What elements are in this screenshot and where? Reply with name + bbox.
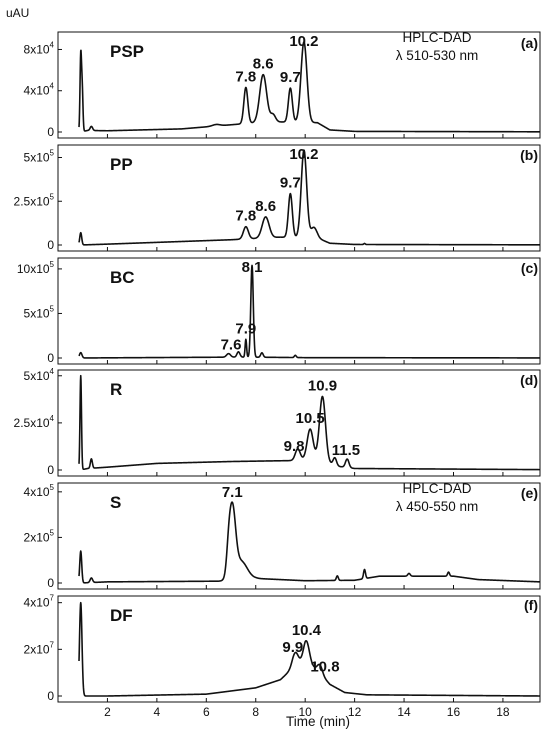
y-tick-label: 5x105 — [24, 304, 55, 320]
y-tick-label: 2.5x105 — [14, 192, 55, 208]
method-label: HPLC-DAD — [402, 481, 471, 496]
y-tick-label: 0 — [47, 463, 54, 477]
sample-label: PSP — [110, 42, 144, 61]
wavelength-label: λ 450-550 nm — [396, 499, 479, 514]
x-tick-label: 10 — [298, 705, 312, 719]
y-tick-label: 0 — [47, 238, 54, 252]
sample-label: BC — [110, 268, 135, 287]
panel-b: 0 2.5x105 5x105 7.88.69.7 10.2 PP (b) — [14, 144, 541, 252]
panel-letter: (f) — [524, 597, 538, 613]
panel-letter: (a) — [521, 35, 538, 51]
y-tick-label: 2.5x104 — [14, 414, 55, 430]
peak-label: 9.7 — [280, 69, 301, 86]
sample-label: DF — [110, 606, 133, 625]
x-tick-label: 12 — [348, 705, 362, 719]
panel-a: 0 4x104 8x104 7.88.6 9.7 10.2 PSP (a) HPLC-DAD λ … — [24, 30, 541, 139]
peak-label: 10.2 — [289, 146, 318, 163]
wavelength-label: λ 510-530 nm — [396, 48, 479, 63]
chromatogram-trace-s — [78, 501, 541, 584]
x-tick-label: 8 — [252, 705, 259, 719]
peak-label: 7.8 — [235, 68, 256, 85]
panel-letter: (d) — [520, 372, 538, 388]
y-tick-label: 0 — [47, 351, 54, 365]
peak-label: 9.8 — [284, 438, 305, 455]
x-axis: 2 4 6 8 10 12 14 16 18 — [104, 705, 510, 719]
y-tick-label: 2x105 — [24, 528, 55, 544]
panel-c: 0 5x105 10x105 7.67.9 8.1 BC (c) — [17, 257, 541, 365]
peak-label: 7.6 — [221, 337, 242, 354]
peak-label: 10.9 — [308, 377, 337, 394]
x-tick-label: 2 — [104, 705, 111, 719]
panel-letter: (b) — [520, 147, 538, 163]
y-tick-label: 4x104 — [24, 82, 55, 98]
y-unit-label: uAU — [6, 6, 29, 20]
peak-label: 10.8 — [310, 659, 339, 676]
y-tick-label: 5x104 — [24, 367, 55, 383]
panel-frame — [57, 31, 541, 139]
x-tick-label: 6 — [203, 705, 210, 719]
panel-f: 0 2x107 4x107 9.910.4 10.8 DF (f) — [24, 594, 541, 703]
chromatogram-trace-r — [78, 374, 541, 471]
peak-label: 10.5 — [296, 410, 325, 427]
sample-label: S — [110, 493, 121, 512]
x-tick-label: 18 — [496, 705, 510, 719]
peak-label: 7.1 — [222, 484, 243, 501]
y-tick-label: 0 — [47, 576, 54, 590]
x-tick-label: 14 — [397, 705, 411, 719]
panel-d: 0 2.5x104 5x104 9.8 10.5 10.9 11.5 R (d) — [14, 367, 541, 477]
y-tick-label: 4x105 — [24, 483, 55, 499]
x-tick-label: 16 — [447, 705, 461, 719]
chromatogram-trace-bc — [78, 264, 541, 359]
x-axis-label: Time (min) — [286, 714, 350, 729]
peak-label: 10.4 — [292, 622, 322, 639]
panel-frame — [57, 257, 541, 365]
y-tick-label: 0 — [47, 125, 54, 139]
chromatogram-trace-df — [78, 601, 541, 697]
peak-label: 9.7 — [280, 175, 301, 192]
peak-label: 8.6 — [255, 198, 276, 215]
sample-label: PP — [110, 155, 133, 174]
y-tick-label: 0 — [47, 689, 54, 703]
panel-e: 0 2x105 4x105 7.1 S (e) HPLC-DAD λ 450-550 nm — [24, 481, 541, 590]
peak-label: 7.9 — [235, 320, 256, 337]
x-tick-label: 4 — [154, 705, 161, 719]
peak-label: 8.1 — [242, 259, 263, 276]
panel-letter: (c) — [521, 260, 538, 276]
y-tick-label: 2x107 — [24, 640, 55, 656]
peak-label: 7.8 — [235, 208, 256, 225]
peak-label: 10.2 — [289, 33, 318, 50]
sample-label: R — [110, 380, 122, 399]
y-tick-label: 8x104 — [24, 40, 55, 56]
y-tick-label: 10x105 — [17, 260, 55, 276]
peak-label: 8.6 — [253, 56, 274, 73]
peak-label: 11.5 — [332, 442, 360, 459]
panel-letter: (e) — [521, 485, 538, 501]
peak-label: 9.9 — [282, 639, 303, 656]
panel-frame — [57, 482, 541, 590]
method-label: HPLC-DAD — [402, 30, 471, 45]
chromatogram-trace-pp — [78, 149, 541, 246]
panel-frame — [57, 144, 541, 252]
y-tick-label: 5x105 — [24, 149, 55, 165]
chromatogram-trace-psp — [78, 41, 541, 133]
y-tick-label: 4x107 — [24, 594, 55, 610]
